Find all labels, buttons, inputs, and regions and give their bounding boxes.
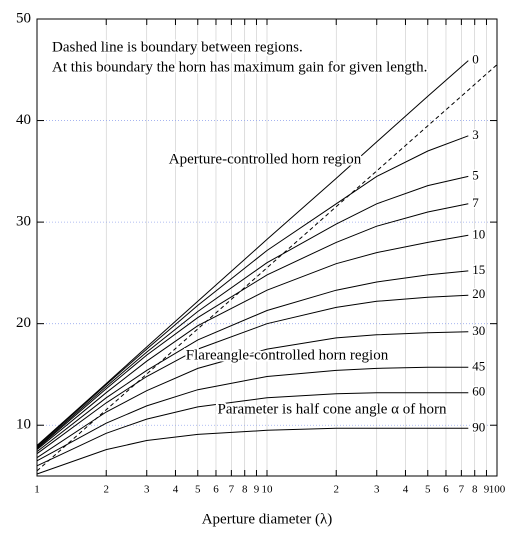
line <box>36 203 469 449</box>
line <box>36 234 469 450</box>
x-tick-label: 6 <box>443 484 449 496</box>
x-tick-label: 100 <box>489 484 506 496</box>
x-tick-label: 3 <box>374 484 380 496</box>
x-tick-label: 1 <box>34 484 40 496</box>
series-label: 10 <box>472 226 485 241</box>
line <box>36 270 469 452</box>
series-label: 45 <box>472 358 485 373</box>
x-tick-label: 7 <box>459 484 465 496</box>
line <box>36 392 469 467</box>
x-tick-label: 9 <box>484 484 490 496</box>
y-tick-label: 40 <box>16 112 31 128</box>
line <box>36 366 469 462</box>
x-tick-label: 2 <box>103 484 109 496</box>
x-tick-label: 5 <box>195 484 201 496</box>
line <box>36 331 469 459</box>
x-axis-title: Aperture diameter (λ) <box>202 511 333 527</box>
line <box>36 294 469 455</box>
y-tick-label: 50 <box>16 10 31 26</box>
line <box>36 135 469 447</box>
annotation: Aperture-controlled horn region <box>169 151 362 167</box>
series-label: 20 <box>472 286 485 301</box>
x-tick-label: 4 <box>403 484 409 496</box>
series-label: 90 <box>472 419 485 434</box>
line <box>36 175 469 448</box>
line <box>36 427 469 475</box>
annotation: Dashed line is boundary between regions. <box>52 39 303 55</box>
series-label: 5 <box>472 167 479 182</box>
annotation: Parameter is half cone angle α of horn <box>217 401 447 417</box>
x-tick-label: 2 <box>333 484 339 496</box>
series-label: 60 <box>472 384 485 399</box>
annotation: At this boundary the horn has maximum ga… <box>52 59 427 75</box>
series-label: 30 <box>472 323 485 338</box>
series-label: 15 <box>472 262 485 277</box>
x-tick-label: 9 <box>254 484 260 496</box>
x-tick-label: 6 <box>213 484 219 496</box>
line <box>36 60 469 446</box>
plot-frame <box>36 18 498 477</box>
series-label: 3 <box>472 127 479 142</box>
y-tick-label: 20 <box>16 315 31 331</box>
annotation: Flareangle-controlled horn region <box>186 347 389 363</box>
x-tick-label: 3 <box>144 484 150 496</box>
x-tick-label: 8 <box>472 484 478 496</box>
boundary-line <box>36 64 498 472</box>
x-tick-label: 10 <box>262 484 274 496</box>
series-label: 7 <box>472 195 479 210</box>
x-tick-label: 7 <box>229 484 235 496</box>
y-tick-label: 30 <box>16 214 31 230</box>
series-label: 0 <box>472 52 479 67</box>
y-tick-label: 10 <box>16 417 31 433</box>
x-tick-label: 5 <box>425 484 431 496</box>
x-tick-label: 4 <box>173 484 179 496</box>
x-tick-label: 8 <box>242 484 248 496</box>
